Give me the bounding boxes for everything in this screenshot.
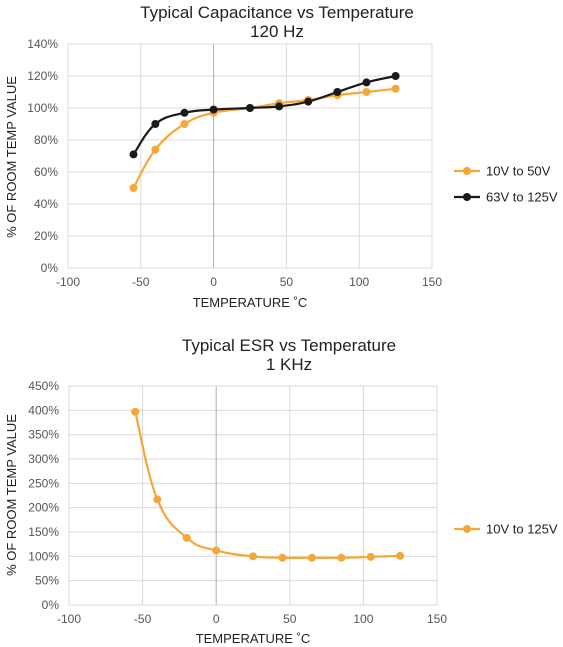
x-tick-labels: -100 -50 0 50 100 150 xyxy=(56,275,442,289)
y-axis-label: % OF ROOM TEMP VALUE xyxy=(4,414,19,576)
x-tick-label: 100 xyxy=(349,275,369,289)
y-tick-label: 0% xyxy=(41,261,59,275)
y-tick-label: 40% xyxy=(34,197,58,211)
y-tick-labels: 0% 20% 40% 60% 80% 100% 120% 140% xyxy=(27,37,58,275)
data-point xyxy=(366,552,375,561)
plot-area-border xyxy=(67,43,433,269)
legend-label: 63V to 125V xyxy=(486,190,558,205)
data-point xyxy=(275,102,284,111)
data-point xyxy=(362,78,371,87)
data-point xyxy=(396,551,405,560)
chart-title: Typical ESR vs Temperature xyxy=(182,336,396,355)
data-point xyxy=(391,72,400,80)
y-tick-label: 140% xyxy=(27,37,58,51)
x-tick-label: 150 xyxy=(427,612,447,626)
chart-subtitle: 120 Hz xyxy=(250,22,304,41)
y-tick-label: 0% xyxy=(42,598,60,612)
x-axis-label: TEMPERATURE ˚C xyxy=(196,631,311,646)
plot-area-border xyxy=(68,385,438,606)
x-tick-label: -50 xyxy=(134,612,152,626)
chart-subtitle: 1 KHz xyxy=(266,355,312,374)
data-point xyxy=(129,184,138,192)
x-tick-label: 50 xyxy=(280,275,294,289)
legend: 10V to 125V xyxy=(454,522,558,537)
data-point xyxy=(333,88,342,96)
y-tick-label: 120% xyxy=(27,69,58,83)
data-point xyxy=(304,97,313,106)
y-tick-label: 100% xyxy=(27,101,58,115)
x-tick-label: -100 xyxy=(57,612,81,626)
series-line xyxy=(134,411,401,560)
x-tick-label: 150 xyxy=(422,275,442,289)
legend-label: 10V to 50V xyxy=(486,164,551,179)
y-tick-label: 100% xyxy=(28,549,59,563)
data-point xyxy=(362,88,371,96)
x-tick-label: 0 xyxy=(213,612,220,626)
data-point xyxy=(278,553,287,562)
y-tick-label: 300% xyxy=(28,452,59,466)
x-tick-label: 100 xyxy=(353,612,373,626)
data-point xyxy=(131,407,140,416)
data-point xyxy=(182,533,191,542)
data-point xyxy=(180,108,189,117)
esr-chart: Typical ESR vs Temperature 1 KHz 0% 50% 10… xyxy=(4,336,558,646)
data-point xyxy=(180,120,189,128)
series-group xyxy=(131,407,405,562)
x-tick-label: -100 xyxy=(56,275,80,289)
x-axis-label: TEMPERATURE ˚C xyxy=(193,295,308,310)
chart-title: Typical Capacitance vs Temperature xyxy=(140,3,414,22)
data-point xyxy=(151,145,160,154)
data-point xyxy=(151,120,160,128)
data-point xyxy=(209,105,218,114)
y-tick-label: 450% xyxy=(28,379,59,393)
series-line xyxy=(132,87,396,189)
legend-swatch-marker xyxy=(463,525,471,533)
legend: 10V to 50V 63V to 125V xyxy=(454,164,558,205)
y-tick-label: 350% xyxy=(28,428,59,442)
y-tick-label: 80% xyxy=(34,133,58,147)
x-tick-label: 0 xyxy=(210,275,217,289)
data-point xyxy=(153,495,162,504)
data-point xyxy=(391,84,400,93)
data-point xyxy=(246,104,254,112)
legend-label: 10V to 125V xyxy=(486,522,558,537)
series-group xyxy=(129,72,400,192)
legend-swatch-marker xyxy=(463,167,471,175)
x-tick-labels: -100 -50 0 50 100 150 xyxy=(57,612,447,626)
data-point xyxy=(249,552,257,561)
y-tick-label: 50% xyxy=(35,574,59,588)
x-tick-label: -50 xyxy=(132,275,150,289)
x-tick-label: 50 xyxy=(283,612,297,626)
series-line xyxy=(132,74,396,156)
legend-swatch-marker xyxy=(463,193,471,201)
y-axis-label: % OF ROOM TEMP VALUE xyxy=(4,76,19,238)
data-point xyxy=(212,546,221,555)
capacitance-chart: Typical Capacitance vs Temperature 120 H… xyxy=(4,3,558,310)
y-tick-label: 400% xyxy=(28,403,59,417)
y-tick-labels: 0% 50% 100% 150% 200% 250% 300% 350% 400% 450% xyxy=(28,379,59,612)
gridlines xyxy=(68,385,438,606)
y-tick-label: 20% xyxy=(34,229,58,243)
y-tick-label: 60% xyxy=(34,165,58,179)
y-tick-label: 200% xyxy=(28,501,59,515)
y-tick-label: 250% xyxy=(28,476,59,490)
data-point xyxy=(129,150,138,159)
data-point xyxy=(307,553,316,562)
gridlines xyxy=(67,43,433,269)
data-point xyxy=(337,553,346,562)
y-tick-label: 150% xyxy=(28,525,59,539)
